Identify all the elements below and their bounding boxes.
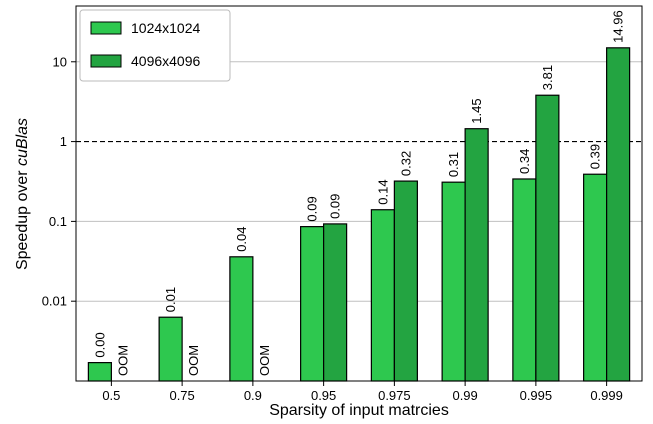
data-label: 0.00 bbox=[92, 332, 107, 357]
bar-1024x1024-0.999 bbox=[583, 173, 608, 382]
data-label: 0.09 bbox=[328, 194, 343, 219]
x-axis-ticks: 0.5 0.75 0.9 0.95 0.975 0.99 0.995 0.999 bbox=[102, 381, 623, 403]
y-axis-title: Speedup over cuBlas bbox=[14, 118, 31, 270]
x-tick-label: 0.5 bbox=[102, 388, 120, 403]
x-tick-label: 0.995 bbox=[520, 388, 553, 403]
bar-4096x4096-0.99 bbox=[464, 128, 489, 382]
data-label: 0.31 bbox=[446, 152, 461, 177]
legend-label-4096: 4096x4096 bbox=[131, 53, 201, 69]
x-tick-label: 0.975 bbox=[378, 388, 411, 403]
legend-swatch-4096 bbox=[90, 54, 122, 68]
data-label: 0.01 bbox=[163, 287, 178, 312]
oom-label: OOM bbox=[115, 345, 130, 376]
data-label: 0.04 bbox=[234, 226, 249, 251]
bar-4096x4096-0.995 bbox=[535, 94, 560, 382]
x-tick-label: 0.999 bbox=[590, 388, 623, 403]
y-tick-label: 0.01 bbox=[42, 294, 67, 309]
plot-frame bbox=[75, 5, 643, 382]
bar-4096x4096-0.975 bbox=[393, 180, 418, 382]
x-axis-title: Sparsity of input matrcies bbox=[269, 402, 449, 419]
y-tick-label: 1 bbox=[60, 134, 67, 149]
y-axis-ticks: 0.01 0.1 1 10 bbox=[42, 54, 76, 309]
y-tick-label: 0.1 bbox=[49, 214, 67, 229]
y-axis-title-emph: cuBlas bbox=[14, 118, 31, 166]
data-label: 0.09 bbox=[305, 196, 320, 221]
legend-label-1024: 1024x1024 bbox=[131, 20, 201, 36]
bar-1024x1024-0.95 bbox=[300, 226, 325, 382]
bar-1024x1024-0.975 bbox=[370, 209, 395, 382]
data-label: 3.81 bbox=[540, 65, 555, 90]
y-axis-title-prefix: Speedup over bbox=[14, 166, 31, 270]
data-label: 0.32 bbox=[398, 151, 413, 176]
bar-4096x4096-0.95 bbox=[323, 223, 348, 382]
legend-swatch-1024 bbox=[90, 21, 122, 35]
bar-1024x1024-0.995 bbox=[512, 178, 537, 382]
data-label: 0.39 bbox=[588, 144, 603, 169]
bar-1024x1024-0.9 bbox=[229, 256, 254, 382]
data-label: 0.14 bbox=[375, 179, 390, 204]
bar-1024x1024-0.99 bbox=[441, 181, 466, 382]
oom-label: OOM bbox=[186, 345, 201, 376]
x-tick-label: 0.99 bbox=[452, 388, 477, 403]
data-label: 0.34 bbox=[517, 149, 532, 174]
bars bbox=[87, 47, 631, 382]
y-tick-label: 10 bbox=[53, 54, 67, 69]
data-label: 14.96 bbox=[611, 10, 626, 43]
x-tick-label: 0.9 bbox=[244, 388, 262, 403]
data-label: 1.45 bbox=[469, 98, 484, 123]
x-tick-label: 0.95 bbox=[311, 388, 336, 403]
legend: 1024x1024 4096x4096 bbox=[79, 9, 231, 82]
bar-labels: 0.00 OOM 0.01 OOM 0.04 OOM 0.09 0.09 0.14 0.32 0.3… bbox=[92, 10, 625, 376]
bar-4096x4096-0.999 bbox=[606, 47, 631, 382]
oom-label: OOM bbox=[257, 345, 272, 376]
x-tick-label: 0.75 bbox=[169, 388, 194, 403]
bar-1024x1024-0.75 bbox=[158, 316, 183, 382]
bar-1024x1024-0.5 bbox=[87, 362, 112, 382]
